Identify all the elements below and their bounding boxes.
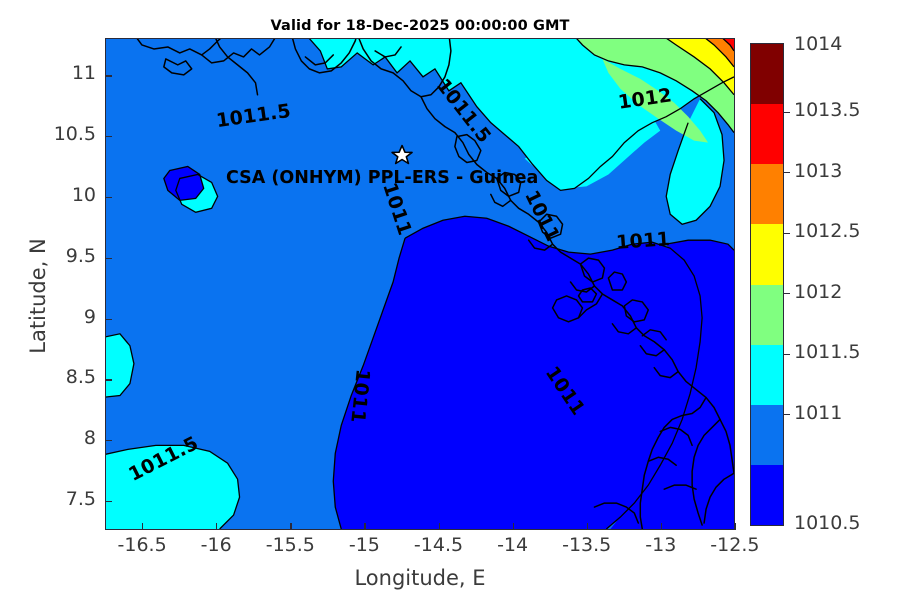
colorbar-tick-1013 <box>784 172 790 174</box>
x-tick-16 <box>216 523 218 530</box>
contour-map-axes[interactable] <box>105 38 735 530</box>
colorbar-label-1013: 1013 <box>794 160 843 182</box>
colorbar-label-1014: 1014 <box>794 33 843 55</box>
colorbar-tick-1011p5 <box>784 354 790 356</box>
colorbar-band-1011p5-1012 <box>751 284 783 345</box>
band-1012-lobe <box>602 58 709 143</box>
band-1011p5-westedge-lower <box>106 333 134 398</box>
colorbar-tick-1013p5 <box>784 112 790 114</box>
band-1010p5-core <box>333 216 703 529</box>
colorbar-band-1013p5-1014 <box>751 44 783 105</box>
band-1011p5-tiny-east <box>628 106 645 123</box>
contour-svg <box>106 39 734 529</box>
colorbar-tick-1012p5 <box>784 233 790 235</box>
colorbar-label-1013p5: 1013.5 <box>794 99 861 121</box>
band-1010p5-east <box>610 240 734 529</box>
y-tick-9 <box>105 318 112 320</box>
x-tick-14p5 <box>438 523 440 530</box>
y-tick-11 <box>105 75 112 77</box>
x-tick-12p5 <box>734 523 737 530</box>
colorbar-label-1012: 1012 <box>794 281 843 303</box>
y-tick-8p5 <box>105 379 112 381</box>
colorbar-band-below-1010p5 <box>751 464 783 525</box>
colorbar-band-1012-1012p5 <box>751 224 783 285</box>
contour-label-1011-e: 1011 <box>615 228 671 254</box>
x-tick-15 <box>364 523 366 530</box>
y-tick-7p5 <box>105 500 112 503</box>
band-1011p5-east-tongue <box>666 98 725 225</box>
y-tick-10p5 <box>105 136 112 138</box>
colorbar-band-1011-1011p5 <box>751 344 783 405</box>
band-1012p5 <box>667 39 734 95</box>
colorbar-tick-1011 <box>784 414 790 416</box>
y-tick-9p5 <box>105 257 112 259</box>
star-marker <box>391 144 413 165</box>
colorbar-label-1011: 1011 <box>794 402 843 424</box>
contour-lines <box>106 39 734 529</box>
band-1011p5-southwest <box>106 445 240 529</box>
coastline <box>136 39 734 529</box>
page-title: Valid for 18-Dec-2025 00:00:00 GMT <box>270 18 570 34</box>
colorbar-band-1012p5-1013 <box>751 164 783 225</box>
colorbar[interactable] <box>750 43 784 526</box>
x-tick-13 <box>660 523 663 530</box>
band-1013p5 <box>723 39 734 51</box>
contour-fill-layer <box>106 39 734 529</box>
x-tick-13p5 <box>586 523 588 530</box>
x-tick-16p5 <box>142 523 144 530</box>
band-1013 <box>706 39 734 67</box>
colorbar-label-1011p5: 1011.5 <box>794 341 861 363</box>
x-tick-15p5 <box>290 523 292 530</box>
band-1011p5-north-lobe <box>524 110 661 189</box>
colorbar-label-1012p5: 1012.5 <box>794 220 861 242</box>
x-axis-title: Longitude, E <box>354 566 486 590</box>
y-axis-title: Latitude, N <box>26 238 50 354</box>
colorbar-tick-1012 <box>784 293 790 295</box>
y-tick-8 <box>105 440 112 442</box>
x-tick-14 <box>512 523 514 530</box>
site-annotation-label: CSA (ONHYM) PPL-ERS - Guinea <box>226 168 539 188</box>
colorbar-band-1010p5-1011 <box>751 404 783 465</box>
colorbar-band-1013-1013p5 <box>751 104 783 165</box>
colorbar-label-1010p5: 1010.5 <box>794 512 861 534</box>
y-tick-10 <box>105 196 112 199</box>
